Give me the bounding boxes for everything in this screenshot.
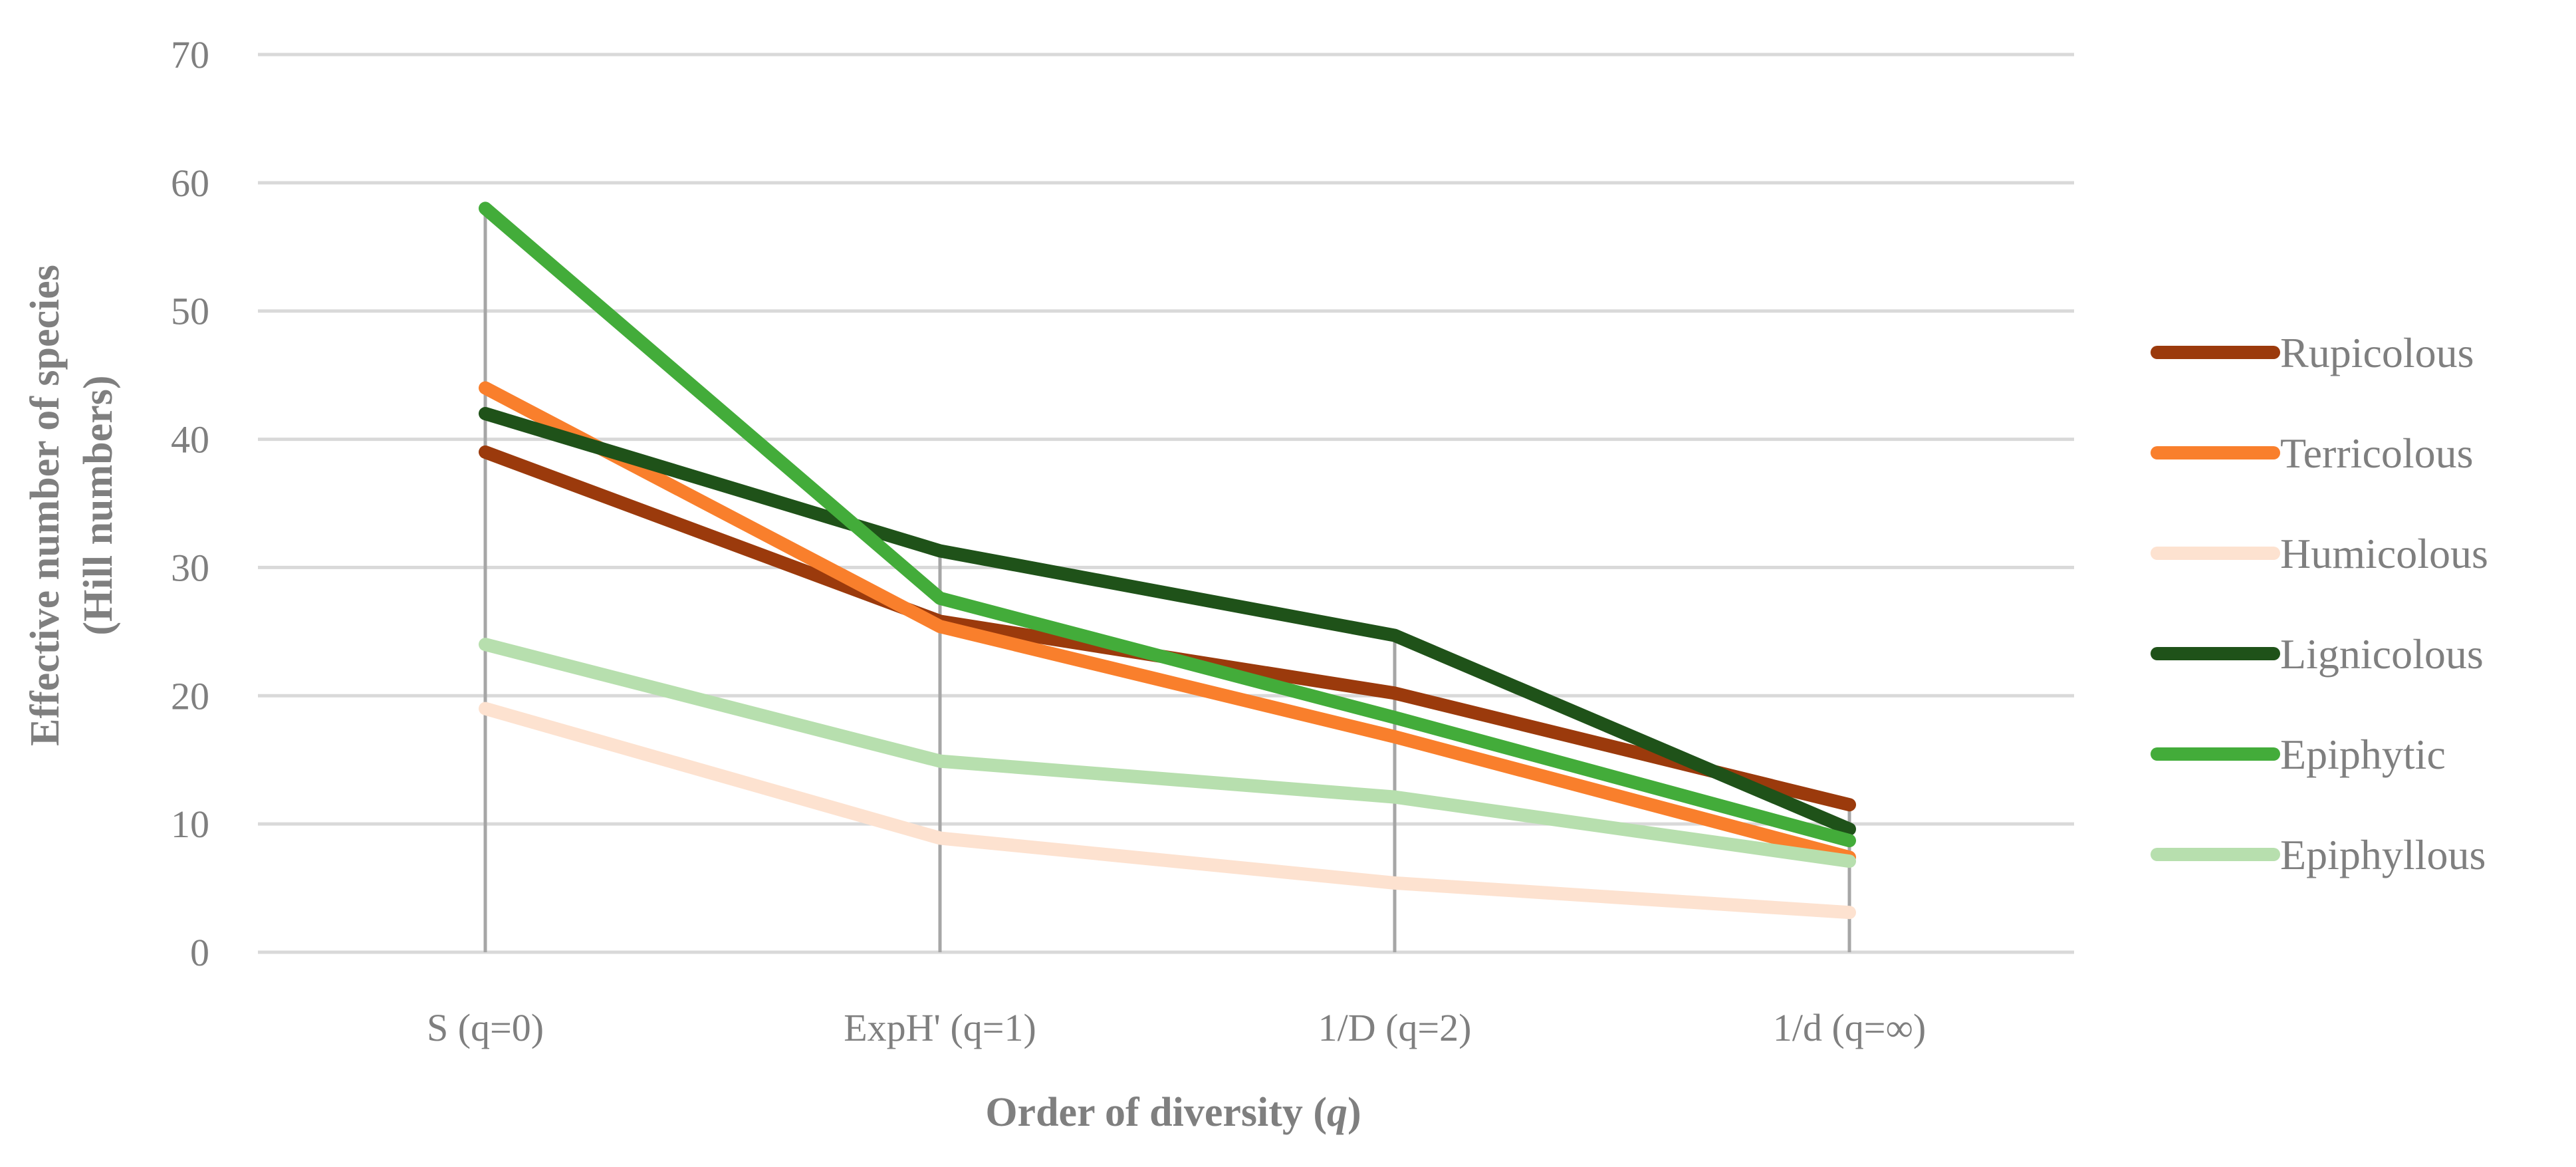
legend-item-epiphytic: Epiphytic [2151,731,2446,778]
legend-label-humicolous: Humicolous [2280,530,2488,577]
legend-item-rupicolous: Rupicolous [2151,329,2474,376]
y-tick-label-40: 40 [171,418,209,461]
y-tick-label-0: 0 [190,931,209,974]
legend-item-terricolous: Terricolous [2151,430,2474,477]
series-line-epiphytic [479,201,1856,848]
y-axis-title: Effective number of species (Hill number… [23,265,121,746]
legend-label-epiphytic: Epiphytic [2280,731,2446,778]
series-line-rupicolous [479,445,1856,812]
x-tick-label-4: 1/d (q=∞) [1773,1006,1926,1049]
series-line-terricolous [479,381,1856,864]
series-lines [479,201,1856,920]
legend-label-rupicolous: Rupicolous [2280,329,2474,376]
gridlines [258,53,2074,954]
series-line-humicolous [479,702,1856,920]
legend-label-terricolous: Terricolous [2280,430,2474,477]
legend-label-lignicolous: Lignicolous [2280,630,2484,678]
y-tick-label-30: 30 [171,546,209,589]
series-line-lignicolous [479,407,1856,836]
legend-label-epiphyllous: Epiphyllous [2280,831,2486,878]
legend: Rupicolous Terricolous Humicolous Lignicolo… [2151,329,2488,878]
series-line-epiphyllous [479,638,1856,868]
y-tick-label-10: 10 [171,803,209,846]
y-tick-label-60: 60 [171,162,209,205]
x-tick-label-3: 1/D (q=2) [1318,1006,1472,1049]
legend-item-epiphyllous: Epiphyllous [2151,831,2486,878]
y-tick-label-20: 20 [171,674,209,717]
x-tick-label-1: S (q=0) [427,1006,544,1049]
legend-item-humicolous: Humicolous [2151,530,2488,577]
y-tick-label-50: 50 [171,290,209,333]
y-axis-title-line2: (Hill numbers) [76,376,121,636]
y-tick-label-70: 70 [171,33,209,76]
x-axis-title: Order of diversity (q) [985,1090,1361,1135]
x-tick-label-2: ExpH' (q=1) [844,1006,1036,1049]
drop-lines [483,208,1851,952]
y-axis-title-line1: Effective number of species [23,265,68,746]
y-tick-labels: 0 10 20 30 40 50 60 70 [171,33,209,974]
legend-item-lignicolous: Lignicolous [2151,630,2484,678]
x-tick-labels: S (q=0) ExpH' (q=1) 1/D (q=2) 1/d (q=∞) [427,1006,1926,1049]
